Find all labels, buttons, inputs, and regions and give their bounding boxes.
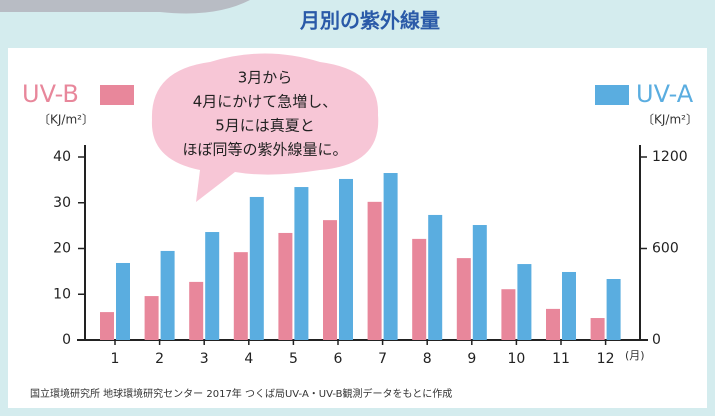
x-tick-label: 2 xyxy=(155,351,164,367)
annotation-line: 5月には真夏と xyxy=(215,117,315,135)
x-tick-label: 4 xyxy=(244,351,253,367)
legend-swatch xyxy=(100,85,134,105)
bar xyxy=(456,258,471,340)
annotation-line: ほぼ同等の紫外線量に。 xyxy=(182,141,347,159)
x-tick-label: 8 xyxy=(423,351,432,367)
x-tick-label: 1 xyxy=(111,351,120,367)
chart-title: 月別の紫外線量 xyxy=(299,9,440,33)
x-tick-label: 9 xyxy=(467,351,476,367)
bar xyxy=(294,187,309,340)
x-tick-label: 3 xyxy=(200,351,209,367)
bar xyxy=(205,232,220,340)
bar xyxy=(367,201,382,340)
y-tick-label: 10 xyxy=(53,286,71,302)
bar xyxy=(517,264,532,340)
bar xyxy=(562,271,576,340)
legend-swatch xyxy=(595,85,629,105)
bar xyxy=(278,232,293,340)
x-tick-label: 11 xyxy=(552,351,570,367)
bar xyxy=(189,281,204,340)
bar xyxy=(116,262,130,340)
bar xyxy=(160,250,175,340)
bar xyxy=(590,318,605,340)
y2-tick-label: 1200 xyxy=(652,149,688,165)
bar xyxy=(383,173,398,340)
speech-bubble xyxy=(151,53,379,202)
bar xyxy=(428,214,443,340)
bubble-shape xyxy=(151,53,379,202)
y2-axis-label: 〔KJ/m²〕 xyxy=(642,113,698,127)
annotation-line: 4月にかけて急増し、 xyxy=(193,93,338,111)
y2-tick-label: 0 xyxy=(652,332,661,348)
bar xyxy=(472,225,487,340)
bar xyxy=(144,296,159,340)
annotation-line: 3月から xyxy=(238,69,293,87)
bar xyxy=(249,196,264,340)
bar xyxy=(339,178,353,340)
bar xyxy=(501,289,516,340)
photo-corner xyxy=(0,0,250,14)
bar xyxy=(233,252,248,340)
x-tick-label: 12 xyxy=(597,351,615,367)
x-tick-label: 5 xyxy=(289,351,298,367)
bar xyxy=(546,308,560,340)
x-unit-label: (月) xyxy=(625,349,645,362)
y-tick-label: 0 xyxy=(62,332,71,348)
legend-label: UV-A xyxy=(636,80,694,108)
source-note: 国立環境研究所 地球環境研究センター 2017年 つくば局UV-A・UV-B観測… xyxy=(30,387,452,400)
y-tick-label: 20 xyxy=(53,241,71,257)
bar xyxy=(412,238,427,340)
legend-label: UV-B xyxy=(22,80,79,108)
bar xyxy=(323,220,337,340)
bar xyxy=(606,279,621,340)
y-tick-label: 30 xyxy=(53,195,71,211)
y-axis-label: 〔KJ/m²〕 xyxy=(38,113,94,127)
x-tick-label: 6 xyxy=(334,351,343,367)
x-tick-label: 7 xyxy=(378,351,387,367)
y2-tick-label: 600 xyxy=(652,241,679,257)
x-tick-label: 10 xyxy=(507,351,525,367)
bar xyxy=(100,312,114,340)
y-tick-label: 40 xyxy=(53,149,71,165)
